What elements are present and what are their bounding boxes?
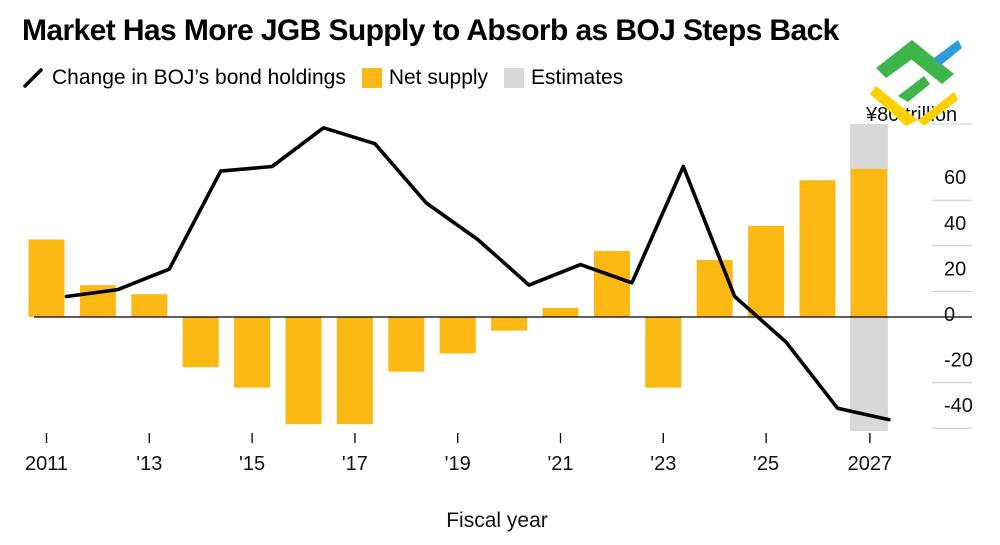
bar-net-supply bbox=[388, 317, 425, 372]
bar-net-supply bbox=[439, 317, 476, 354]
x-tick-label: '19 bbox=[445, 453, 471, 475]
bar-net-supply bbox=[542, 307, 579, 317]
bar-net-supply bbox=[850, 168, 887, 317]
y-tick-label: 60 bbox=[944, 167, 966, 189]
bar-net-supply bbox=[336, 317, 373, 425]
legend-swatch-net-supply bbox=[361, 68, 382, 88]
brand-logo-icon bbox=[870, 40, 962, 126]
legend-label-estimates: Estimates bbox=[531, 66, 624, 89]
bar-net-supply bbox=[593, 250, 630, 317]
bar-net-supply bbox=[285, 317, 322, 425]
bar-net-supply bbox=[645, 317, 682, 388]
y-tick-label: 40 bbox=[944, 213, 966, 235]
legend-item-net-supply: Net supply bbox=[361, 66, 489, 90]
y-tick-label: 20 bbox=[944, 258, 966, 280]
line-boj-holdings bbox=[64, 126, 891, 422]
bar-net-supply bbox=[131, 294, 168, 317]
x-tick-label: '21 bbox=[547, 453, 573, 475]
x-tick-label: 2011 bbox=[25, 453, 68, 475]
y-tick-label: -20 bbox=[944, 350, 973, 372]
legend-line-icon bbox=[23, 68, 43, 88]
x-axis-label: Fiscal year bbox=[446, 509, 548, 532]
legend-label-boj-holdings: Change in BOJ’s bond holdings bbox=[52, 66, 346, 89]
bar-net-supply bbox=[28, 239, 65, 317]
chart-legend: Change in BOJ’s bond holdings Net supply… bbox=[22, 64, 639, 92]
x-tick-label: '17 bbox=[342, 453, 368, 475]
y-tick-label: 0 bbox=[944, 304, 955, 326]
bar-net-supply bbox=[182, 317, 219, 368]
legend-label-net-supply: Net supply bbox=[388, 66, 489, 89]
x-tick-label: '25 bbox=[753, 453, 779, 475]
bar-net-supply bbox=[491, 317, 528, 331]
y-tick-label: -40 bbox=[944, 395, 973, 417]
legend-item-boj-holdings: Change in BOJ’s bond holdings bbox=[22, 66, 346, 90]
x-tick-label: '13 bbox=[136, 453, 162, 475]
chart-title: Market Has More JGB Supply to Absorb as … bbox=[22, 14, 839, 47]
legend-swatch-estimates bbox=[504, 68, 525, 88]
bar-net-supply bbox=[799, 180, 836, 317]
legend-item-estimates: Estimates bbox=[504, 66, 623, 90]
x-tick-label: '23 bbox=[650, 453, 676, 475]
bar-net-supply bbox=[234, 317, 271, 388]
x-tick-label: 2027 bbox=[848, 453, 893, 475]
bar-net-supply bbox=[748, 225, 785, 317]
bar-net-supply bbox=[696, 260, 733, 317]
x-tick-label: '15 bbox=[239, 453, 265, 475]
